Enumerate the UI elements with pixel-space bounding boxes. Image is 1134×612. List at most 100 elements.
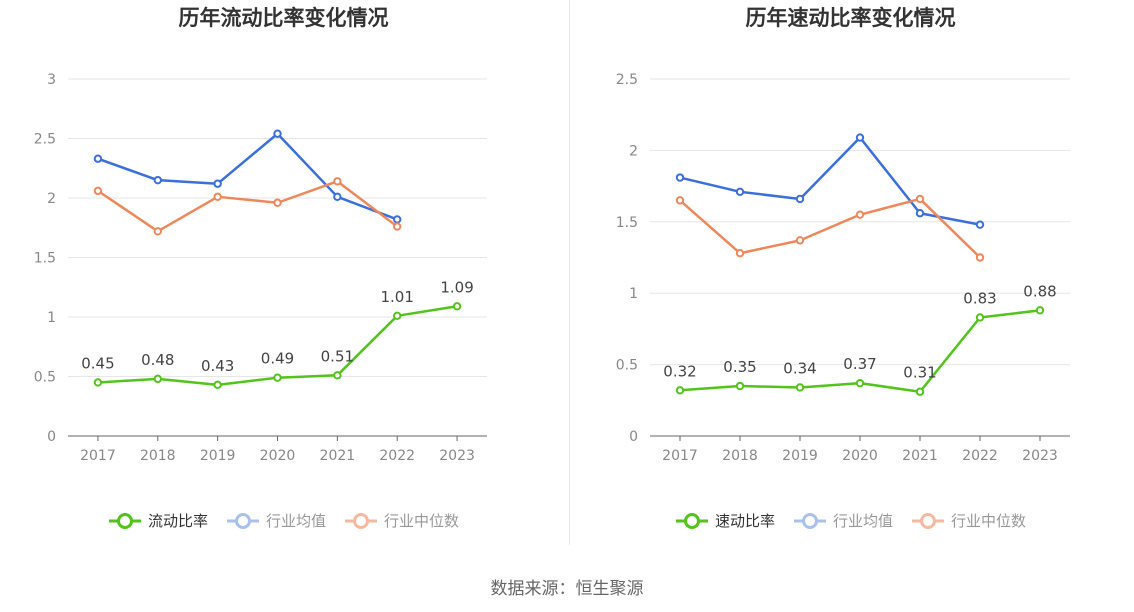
x-tick-label: 2022 bbox=[962, 448, 998, 464]
data-point[interactable] bbox=[1035, 306, 1045, 315]
chart-plot: 0 0.5 1 1.5 2 2.5 2017 2018 2019 2020 2021 2022 2023… bbox=[616, 72, 1070, 464]
data-point[interactable] bbox=[795, 236, 805, 245]
y-tick-label: 2.5 bbox=[616, 72, 638, 88]
legend-label: 行业中位数 bbox=[384, 512, 460, 530]
data-point[interactable] bbox=[153, 175, 162, 185]
data-label: 0.88 bbox=[1023, 282, 1056, 300]
y-tick-label: 0 bbox=[629, 429, 638, 445]
x-tick-label: 2020 bbox=[260, 448, 296, 464]
legend-item-industry-mean[interactable]: 行业均值 bbox=[226, 510, 326, 531]
x-tick-label: 2023 bbox=[439, 448, 475, 464]
data-point[interactable] bbox=[153, 227, 162, 236]
legend-marker-icon bbox=[793, 512, 826, 529]
data-point[interactable] bbox=[333, 371, 342, 380]
data-point[interactable] bbox=[975, 220, 985, 229]
data-point[interactable] bbox=[915, 387, 925, 396]
x-tick-label: 2017 bbox=[662, 448, 698, 464]
legend-marker-icon bbox=[675, 512, 708, 529]
x-tick-label: 2018 bbox=[722, 448, 758, 464]
data-point[interactable] bbox=[93, 154, 103, 163]
data-point[interactable] bbox=[93, 186, 103, 196]
data-label: 0.48 bbox=[141, 351, 174, 369]
data-point[interactable] bbox=[735, 187, 745, 197]
y-tick-label: 0.5 bbox=[616, 358, 638, 374]
data-label: 0.34 bbox=[783, 359, 816, 377]
data-point[interactable] bbox=[975, 253, 985, 262]
data-point[interactable] bbox=[393, 311, 402, 321]
data-point[interactable] bbox=[675, 196, 685, 205]
data-point[interactable] bbox=[855, 378, 865, 388]
legend-label: 速动比率 bbox=[714, 512, 775, 530]
legend-item-industry-mean[interactable]: 行业均值 bbox=[793, 510, 893, 531]
y-tick-label: 3 bbox=[47, 72, 56, 88]
y-tick-label: 1.5 bbox=[616, 215, 638, 231]
data-point[interactable] bbox=[213, 380, 222, 390]
data-point[interactable] bbox=[153, 374, 162, 384]
data-point[interactable] bbox=[273, 198, 282, 207]
data-label: 0.35 bbox=[723, 358, 756, 376]
data-point[interactable] bbox=[735, 381, 745, 391]
y-tick-label: 2 bbox=[629, 143, 638, 159]
data-point[interactable] bbox=[213, 192, 222, 202]
data-point[interactable] bbox=[675, 173, 685, 182]
data-point[interactable] bbox=[273, 373, 282, 382]
legend-item-industry-median[interactable]: 行业中位数 bbox=[911, 510, 1026, 531]
data-source-note: 数据来源：恒生聚源 bbox=[490, 579, 644, 599]
x-tick-label: 2019 bbox=[782, 448, 818, 464]
data-label: 0.83 bbox=[963, 289, 996, 307]
chart-legend: 速动比率 行业均值 行业中位数 bbox=[567, 510, 1134, 531]
chart-title: 历年速动比率变化情况 bbox=[745, 6, 956, 30]
data-point[interactable] bbox=[333, 192, 342, 202]
data-label: 1.09 bbox=[440, 278, 473, 296]
x-tick-label: 2023 bbox=[1022, 448, 1058, 464]
data-point[interactable] bbox=[855, 210, 865, 219]
data-label: 0.32 bbox=[663, 362, 696, 380]
y-tick-label: 0 bbox=[47, 429, 56, 445]
legend-label: 行业中位数 bbox=[951, 512, 1027, 530]
legend-marker-icon bbox=[108, 512, 141, 529]
data-label: 0.49 bbox=[261, 350, 294, 368]
data-point[interactable] bbox=[915, 209, 925, 218]
data-point[interactable] bbox=[795, 383, 805, 392]
data-label: 0.45 bbox=[81, 354, 114, 372]
data-point[interactable] bbox=[213, 179, 222, 188]
data-point[interactable] bbox=[393, 215, 402, 224]
y-tick-label: 1 bbox=[629, 286, 638, 302]
data-point[interactable] bbox=[333, 177, 342, 186]
data-point[interactable] bbox=[975, 313, 985, 322]
legend-marker-icon bbox=[912, 512, 944, 529]
chart-panel-quick-ratio: 历年速动比率变化情况 0 0.5 1 1.5 2 2.5 2017 2018 2019 2020 2… bbox=[567, 0, 1134, 560]
data-point[interactable] bbox=[93, 378, 103, 387]
data-point[interactable] bbox=[393, 222, 402, 231]
series-line bbox=[97, 132, 398, 221]
chart-legend: 流动比率 行业均值 行业中位数 bbox=[0, 510, 567, 531]
data-label: 0.51 bbox=[321, 347, 354, 365]
legend-item-current-ratio[interactable]: 流动比率 bbox=[108, 510, 208, 531]
data-label: 1.01 bbox=[381, 288, 414, 306]
data-point[interactable] bbox=[452, 302, 462, 311]
x-tick-label: 2021 bbox=[902, 448, 938, 464]
legend-item-quick-ratio[interactable]: 速动比率 bbox=[675, 510, 775, 531]
legend-item-industry-median[interactable]: 行业中位数 bbox=[344, 510, 459, 531]
series-line bbox=[97, 180, 398, 233]
series-line bbox=[679, 136, 981, 226]
data-label: 0.31 bbox=[903, 364, 936, 382]
data-point[interactable] bbox=[675, 386, 685, 395]
data-point[interactable] bbox=[915, 194, 925, 204]
data-point[interactable] bbox=[855, 133, 865, 142]
data-point[interactable] bbox=[273, 129, 282, 138]
legend-label: 行业均值 bbox=[832, 512, 893, 530]
y-tick-label: 0.5 bbox=[34, 370, 56, 386]
data-point[interactable] bbox=[735, 249, 745, 258]
x-tick-label: 2021 bbox=[320, 448, 356, 464]
data-label: 0.43 bbox=[201, 357, 234, 375]
x-tick-label: 2019 bbox=[200, 448, 236, 464]
chart-panel-current-ratio: 历年流动比率变化情况 0 0.5 1 1.5 2 2.5 3 2017 2018 2019 2020… bbox=[0, 0, 567, 560]
legend-label: 行业均值 bbox=[265, 512, 326, 530]
x-tick-label: 2020 bbox=[842, 448, 878, 464]
y-tick-label: 2.5 bbox=[34, 132, 56, 148]
data-point[interactable] bbox=[795, 194, 805, 204]
series-line bbox=[679, 197, 981, 259]
series-line bbox=[97, 305, 458, 387]
